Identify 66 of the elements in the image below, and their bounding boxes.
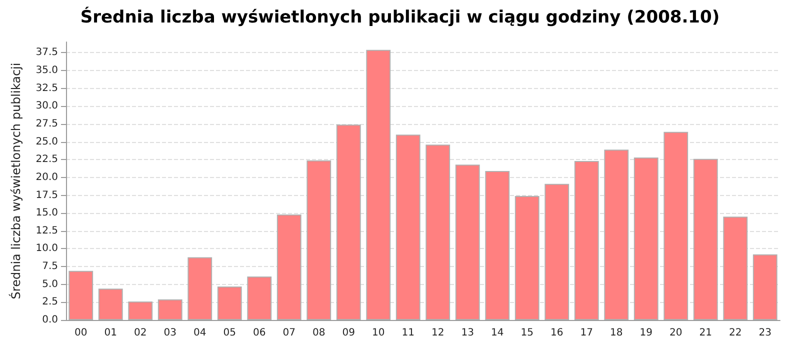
x-tick-label: 00 [74,328,88,338]
bar [514,196,540,320]
y-axis-title: Średnia liczba wyświetlonych publikacji [8,62,23,300]
bar [247,276,272,320]
y-tick-label: 0.0 [42,314,58,326]
bar [68,270,94,320]
bar [723,216,748,320]
x-tick-label: 23 [758,328,772,338]
y-tick-label: 30.0 [36,100,58,112]
x-tick-label: 05 [223,328,236,338]
x-tick-label: 18 [610,328,623,338]
x-tick-label: 02 [134,328,147,338]
y-tick-label: 35.0 [36,65,58,76]
bar [604,150,629,320]
bar [98,288,123,320]
x-tick-label: 16 [550,328,564,338]
y-tick-label: 25.0 [36,136,58,148]
y-tick-label: 5.0 [42,278,58,290]
y-tick-label: 15.0 [36,208,58,219]
x-tick-label: 17 [580,328,593,338]
x-tick-label: 09 [342,328,355,338]
x-tick-label: 15 [520,328,534,338]
x-tick-label: 01 [104,328,117,338]
y-tick-label: 12.5 [36,225,58,236]
x-tick-label: 12 [432,328,444,338]
y-tick-label: 37.5 [36,47,58,58]
bar [485,171,510,320]
x-tick-label: 21 [699,328,712,338]
y-tick-label: 2.5 [42,296,58,308]
bar [128,301,153,320]
x-tick-label: 08 [312,328,326,338]
bar [544,184,570,320]
x-tick-label: 07 [282,328,296,338]
x-tick-label: 04 [194,328,206,338]
bar [396,134,420,320]
bar [366,50,391,320]
bar [574,161,599,320]
x-tick-label: 03 [164,328,176,338]
bar [693,158,718,320]
bar [158,299,182,320]
x-tick-label: 14 [491,328,504,338]
bar [455,164,480,320]
bar [426,144,450,320]
bar [306,160,332,320]
x-tick-label: 19 [640,328,652,338]
bar [664,132,688,320]
y-tick-label: 20.0 [36,172,58,183]
y-tick-label: 17.5 [36,190,58,201]
bar [276,214,302,320]
bar [336,124,361,320]
x-tick-label: 20 [670,328,682,338]
x-tick-label: 10 [372,328,385,338]
y-tick-label: 7.5 [42,261,58,272]
chart-title: Średnia liczba wyświetlonych publikacji w ciągu godziny (2008.10) [80,6,720,28]
y-tick-label: 22.5 [36,154,58,166]
x-tick-label: 06 [253,328,266,338]
y-tick-label: 10.0 [36,243,58,254]
x-tick-label: 22 [729,328,742,338]
bar [217,286,242,320]
bar [188,257,212,320]
bar [752,254,778,320]
x-tick-label: 11 [402,328,414,338]
x-tick-label: 13 [461,328,474,338]
y-tick-label: 27.5 [36,118,58,130]
bar [634,157,658,320]
y-tick-label: 32.5 [36,82,58,94]
